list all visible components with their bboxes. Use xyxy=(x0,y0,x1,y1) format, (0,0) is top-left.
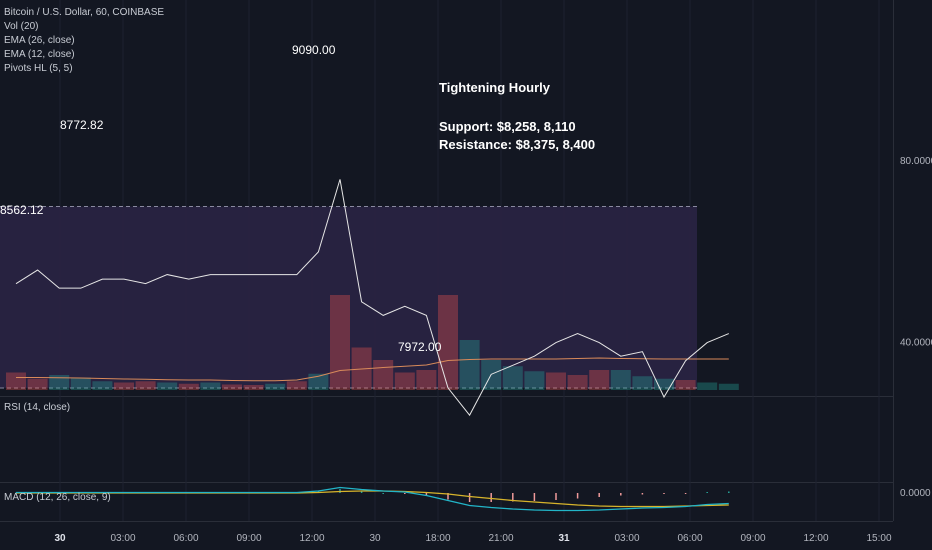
rsi-legend: RSI (14, close) xyxy=(4,402,71,413)
volume-bar xyxy=(27,378,48,390)
chart-legend: Bitcoin / U.S. Dollar, 60, COINBASE Vol … xyxy=(4,6,164,76)
volume-bar xyxy=(394,372,415,390)
macd-histogram-bar xyxy=(576,493,579,499)
time-axis-label: 03:00 xyxy=(110,533,135,544)
macd-histogram-bar xyxy=(620,493,622,496)
volume-bar xyxy=(438,295,458,390)
time-axis-label: 15:00 xyxy=(866,533,891,544)
macd-histogram-bar xyxy=(684,493,687,494)
macd-histogram-bar xyxy=(425,493,428,496)
macd-histogram-bar xyxy=(360,491,363,493)
volume-bar xyxy=(330,295,350,390)
rsi-band xyxy=(0,206,697,388)
macd-histogram-bar xyxy=(512,493,514,502)
pane-separator-time xyxy=(0,521,893,522)
time-axis-label: 09:00 xyxy=(236,533,261,544)
volume-bar xyxy=(718,383,739,390)
time-axis-label: 31 xyxy=(558,533,570,544)
volume-ma-line xyxy=(16,357,729,382)
indicator-ema26: EMA (26, close) xyxy=(4,35,75,46)
macd-histogram-bar xyxy=(404,493,406,494)
volume-bar xyxy=(308,373,329,390)
pivot-label-low: 7972.00 xyxy=(398,340,442,354)
volume-bar xyxy=(546,372,566,390)
indicator-pivots: Pivots HL (5, 5) xyxy=(4,63,73,74)
time-axis-label: 09:00 xyxy=(740,533,765,544)
macd-histogram-bar xyxy=(490,493,492,502)
rsi-axis-label: 80.0000 xyxy=(900,156,932,167)
macd-histogram-bar xyxy=(663,493,665,494)
pane-separator-macd xyxy=(0,482,893,483)
rsi-axis-label: 40.0000 xyxy=(900,338,932,349)
time-axis-label: 12:00 xyxy=(803,533,828,544)
macd-histogram-bar xyxy=(598,493,600,497)
volume-bar xyxy=(135,381,156,390)
volume-bar xyxy=(524,371,545,390)
time-axis-label: 21:00 xyxy=(488,533,513,544)
macd-axis-label: 0.0000 xyxy=(900,488,931,499)
volume-bar xyxy=(502,366,523,390)
annotation-title: Tightening Hourly xyxy=(439,80,550,95)
volume-bar xyxy=(567,375,588,390)
volume-bar xyxy=(697,382,718,390)
pivot-label-high: 9090.00 xyxy=(292,43,336,57)
macd-histogram-bar xyxy=(555,493,557,500)
annotation-resistance: Resistance: $8,375, 8,400 xyxy=(439,137,596,152)
price-axis-border xyxy=(893,0,894,521)
macd-histogram-bar xyxy=(533,493,536,501)
time-axis-label: 06:00 xyxy=(677,533,702,544)
macd-legend: MACD (12, 26, close, 9) xyxy=(4,492,111,503)
indicator-vol: Vol (20) xyxy=(4,21,39,32)
volume-bar xyxy=(92,381,113,390)
macd-line xyxy=(16,486,729,512)
volume-bar xyxy=(373,360,394,390)
volume-bar xyxy=(459,340,480,390)
volume-bar xyxy=(157,382,178,390)
time-axis-label: 12:00 xyxy=(299,533,324,544)
macd-histogram-bar xyxy=(706,492,708,493)
volume-bar xyxy=(178,383,199,390)
volume-bar xyxy=(416,370,437,390)
volume-bar xyxy=(200,382,221,390)
macd-histogram-bar xyxy=(382,493,384,494)
volume-bar xyxy=(49,375,70,390)
time-axis-label: 06:00 xyxy=(173,533,198,544)
volume-bar xyxy=(654,378,674,390)
volume-bar xyxy=(286,381,307,390)
volume-bar xyxy=(610,370,631,390)
time-axis-label: 18:00 xyxy=(425,533,450,544)
volume-bar xyxy=(6,372,26,390)
macd-histogram-bar xyxy=(447,493,449,500)
indicator-ema12: EMA (12, close) xyxy=(4,49,75,60)
pivot-label-left-high: 8772.82 xyxy=(60,118,104,132)
volume-bar xyxy=(70,377,91,390)
time-axis-label: 03:00 xyxy=(614,533,639,544)
pane-separator-rsi xyxy=(0,396,893,397)
rsi-line xyxy=(15,179,729,417)
volume-bar xyxy=(114,382,134,390)
macd-histogram-bar xyxy=(468,493,471,502)
volume-bar xyxy=(675,380,696,390)
macd-histogram-bar xyxy=(641,493,644,495)
time-axis-label: 30 xyxy=(54,533,66,544)
volume-bar xyxy=(589,370,610,390)
pivot-label-left-low: 8562.12 xyxy=(0,203,44,217)
volume-bar xyxy=(265,383,286,390)
volume-bar xyxy=(243,385,264,390)
time-axis-label: 30 xyxy=(369,533,381,544)
annotation-support: Support: $8,258, 8,110 xyxy=(439,119,576,134)
volume-bar xyxy=(632,376,653,390)
volume-bar xyxy=(222,384,242,390)
macd-histogram-bar xyxy=(728,491,730,493)
symbol-label: Bitcoin / U.S. Dollar, 60, COINBASE xyxy=(4,7,165,18)
